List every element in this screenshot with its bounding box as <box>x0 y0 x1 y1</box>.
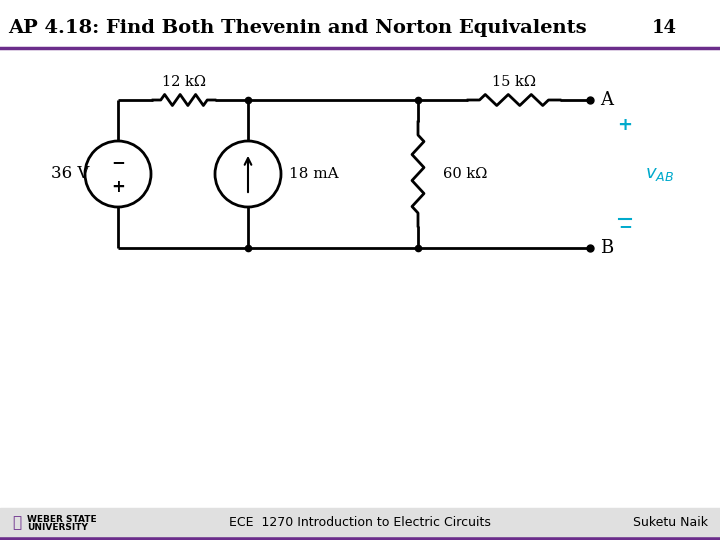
Text: 12 kΩ: 12 kΩ <box>162 75 206 89</box>
Text: A: A <box>600 91 613 109</box>
Text: UNIVERSITY: UNIVERSITY <box>27 523 88 531</box>
Text: 14: 14 <box>652 19 677 37</box>
Text: $v_{\mathit{AB}}$: $v_{\mathit{AB}}$ <box>645 165 674 183</box>
Text: WEBER STATE: WEBER STATE <box>27 515 96 523</box>
Text: AP 4.18: Find Both Thevenin and Norton Equivalents: AP 4.18: Find Both Thevenin and Norton E… <box>8 19 587 37</box>
Text: −: − <box>111 153 125 171</box>
Bar <box>0 508 720 540</box>
Text: −: − <box>618 217 632 235</box>
Text: Ⓦ: Ⓦ <box>12 516 21 530</box>
Text: B: B <box>600 239 613 257</box>
Text: Suketu Naik: Suketu Naik <box>633 516 708 530</box>
Text: 60 kΩ: 60 kΩ <box>443 167 487 181</box>
Text: 18 mA: 18 mA <box>289 167 338 181</box>
Text: +: + <box>618 116 632 134</box>
Text: +: + <box>111 178 125 196</box>
Text: 15 kΩ: 15 kΩ <box>492 75 536 89</box>
Text: 36 V: 36 V <box>51 165 89 183</box>
Text: ECE  1270 Introduction to Electric Circuits: ECE 1270 Introduction to Electric Circui… <box>229 516 491 530</box>
